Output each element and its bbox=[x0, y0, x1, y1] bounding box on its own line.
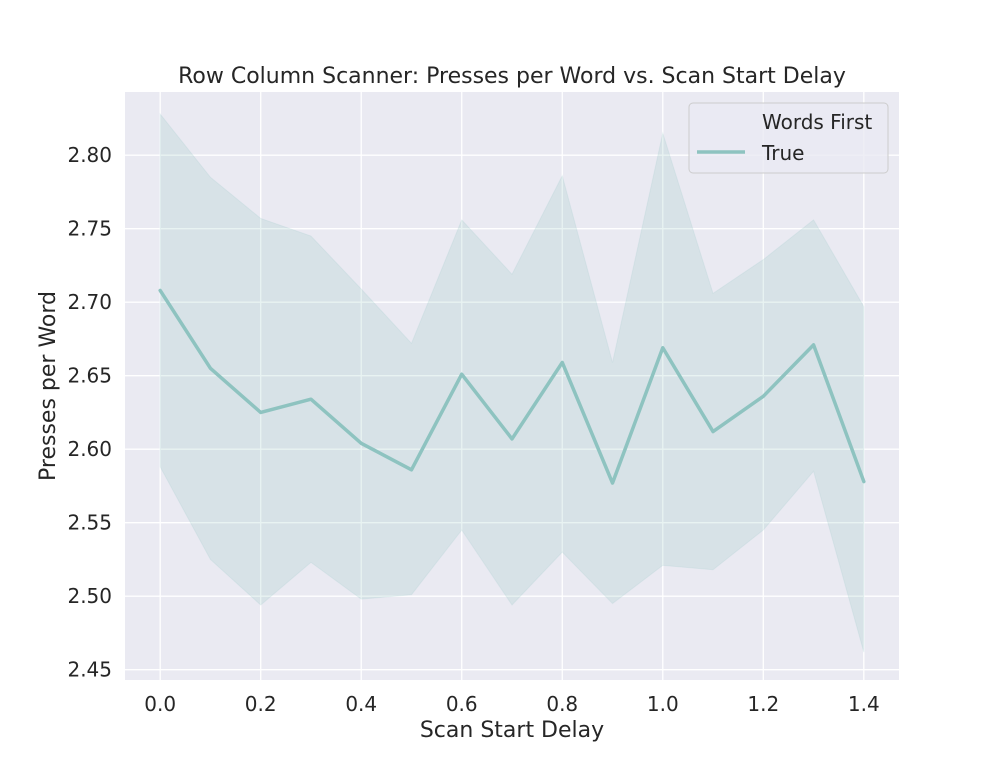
legend: Words First True bbox=[688, 102, 889, 174]
y-tick-label: 2.45 bbox=[67, 658, 112, 682]
y-tick-label: 2.65 bbox=[67, 364, 112, 388]
x-tick-label: 0.0 bbox=[144, 692, 176, 716]
x-tick-label: 1.4 bbox=[848, 692, 880, 716]
x-tick-label: 0.4 bbox=[345, 692, 377, 716]
y-tick-label: 2.75 bbox=[67, 217, 112, 241]
x-tick-label: 0.2 bbox=[245, 692, 277, 716]
x-tick-label: 1.2 bbox=[747, 692, 779, 716]
confidence-band bbox=[159, 112, 865, 653]
y-tick-label: 2.50 bbox=[67, 584, 112, 608]
x-tick-label: 0.8 bbox=[546, 692, 578, 716]
x-axis-label: Scan Start Delay bbox=[420, 718, 604, 743]
y-tick-labels: 2.45 2.50 2.55 2.60 2.65 2.70 2.75 2.80 bbox=[67, 143, 112, 682]
y-tick-label: 2.70 bbox=[67, 290, 112, 314]
legend-title: Words First bbox=[762, 110, 872, 134]
chart-title: Row Column Scanner: Presses per Word vs.… bbox=[178, 64, 846, 89]
legend-box bbox=[688, 102, 889, 174]
series-lines bbox=[158, 288, 866, 485]
y-tick-label: 2.80 bbox=[67, 143, 112, 167]
y-tick-label: 2.60 bbox=[67, 437, 112, 461]
y-axis-label: Presses per Word bbox=[36, 291, 61, 481]
x-tick-labels: 0.0 0.2 0.4 0.6 0.8 1.0 1.2 1.4 bbox=[144, 692, 879, 716]
x-tick-label: 1.0 bbox=[647, 692, 679, 716]
confidence-bands bbox=[159, 112, 865, 653]
y-tick-label: 2.55 bbox=[67, 511, 112, 535]
series-line bbox=[158, 288, 866, 485]
x-tick-label: 0.6 bbox=[446, 692, 478, 716]
plot-area bbox=[125, 92, 899, 680]
legend-entry-label: True bbox=[761, 141, 804, 165]
